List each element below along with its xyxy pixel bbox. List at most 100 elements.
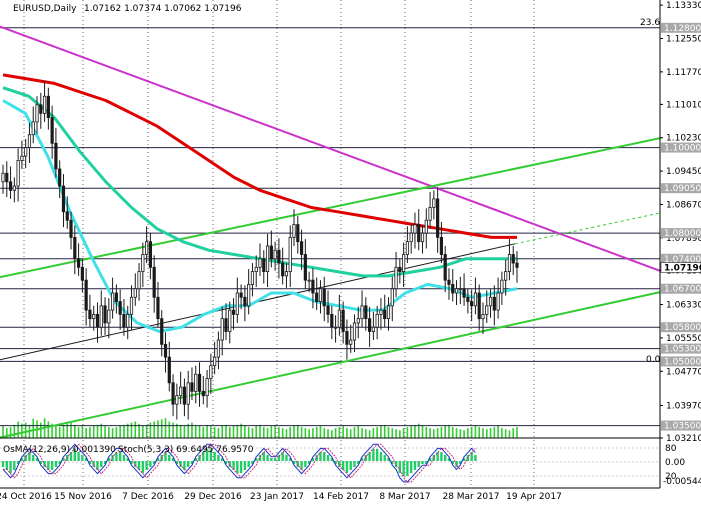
stoch-level-label: 20 bbox=[665, 472, 677, 482]
candle-body bbox=[228, 309, 232, 332]
candle-body bbox=[420, 232, 425, 243]
candle-body bbox=[288, 236, 292, 273]
candle-body bbox=[111, 292, 115, 311]
candle-body bbox=[458, 288, 462, 291]
osma-label: OsMA(12,26,9) 0.001390 bbox=[3, 445, 116, 455]
price-tick-label: 1.07890 bbox=[666, 234, 701, 244]
level-tag bbox=[661, 343, 701, 354]
candle-body bbox=[175, 395, 179, 405]
candle-body bbox=[269, 245, 273, 260]
candle-body bbox=[281, 262, 285, 277]
candle-body bbox=[42, 95, 47, 114]
candle-body bbox=[8, 181, 13, 191]
candle-body bbox=[405, 241, 409, 255]
candle-body bbox=[197, 373, 202, 392]
oscillator-subwindow: 80 0.00 20-0.00544 bbox=[0, 443, 701, 487]
candle-body bbox=[160, 318, 164, 345]
level-tag-label: 1.05300 bbox=[664, 345, 701, 355]
candle-body bbox=[432, 198, 436, 208]
candle-body bbox=[470, 301, 474, 307]
candle-body bbox=[156, 296, 160, 320]
candle-body bbox=[337, 309, 341, 328]
level-tag bbox=[661, 283, 701, 294]
candle-body bbox=[141, 254, 145, 273]
price-tick-label: 1.09450 bbox=[666, 167, 701, 177]
stoch-signal-line bbox=[3, 443, 476, 483]
candle-body bbox=[315, 292, 319, 302]
candle-body bbox=[99, 305, 103, 328]
channel-upper-line bbox=[0, 137, 661, 279]
candle-body bbox=[443, 254, 447, 281]
candle-body bbox=[76, 258, 81, 268]
candle-body bbox=[504, 271, 508, 281]
candle-body bbox=[39, 104, 43, 114]
candle-body bbox=[247, 284, 251, 307]
date-label: 24 Oct 2016 bbox=[0, 492, 52, 502]
candle-body bbox=[220, 318, 224, 341]
candle-body bbox=[80, 266, 84, 281]
candle-body bbox=[20, 155, 24, 161]
candle-body bbox=[73, 236, 77, 260]
candle-body bbox=[122, 313, 126, 328]
date-label: 29 Dec 2016 bbox=[184, 492, 242, 502]
price-tick-label: 1.03210 bbox=[666, 434, 701, 444]
candle-body bbox=[394, 266, 398, 290]
candle-body bbox=[292, 224, 296, 238]
price-tick-label: 1.11010 bbox=[666, 100, 701, 110]
date-label: 8 Mar 2017 bbox=[379, 492, 430, 502]
candle-body bbox=[439, 236, 444, 255]
candlestick-series bbox=[1, 80, 519, 420]
candle-body bbox=[182, 386, 187, 405]
candle-body bbox=[492, 296, 496, 311]
price-tick-label: 1.04770 bbox=[666, 367, 701, 377]
candle-body bbox=[349, 339, 353, 345]
candle-body bbox=[65, 211, 69, 221]
level-tag-label: 1.10000 bbox=[664, 144, 701, 154]
candle-body bbox=[375, 313, 379, 328]
candle-body bbox=[216, 339, 221, 358]
level-tag-label: 1.05000 bbox=[664, 357, 701, 367]
candle-body bbox=[360, 305, 364, 320]
candle-body bbox=[148, 241, 152, 268]
candle-body bbox=[186, 382, 190, 405]
candle-body bbox=[250, 271, 255, 285]
candle-body bbox=[398, 266, 402, 273]
candle-body bbox=[103, 305, 107, 324]
candle-body bbox=[451, 284, 455, 294]
candle-body bbox=[379, 309, 383, 315]
fib-label-top: 23.6 bbox=[640, 18, 660, 28]
candle-body bbox=[428, 207, 432, 221]
candle-body bbox=[417, 224, 421, 243]
candle-body bbox=[209, 365, 213, 379]
candle-body bbox=[61, 185, 66, 213]
level-tag-label: 1.12800 bbox=[664, 24, 701, 34]
candle-body bbox=[424, 219, 428, 234]
candle-body bbox=[481, 313, 485, 320]
candle-body bbox=[137, 271, 141, 290]
date-label: 19 Apr 2017 bbox=[506, 492, 562, 502]
candle-body bbox=[133, 288, 137, 298]
level-tag-label: 1.08000 bbox=[664, 229, 701, 239]
candle-body bbox=[500, 279, 504, 294]
candle-body bbox=[454, 288, 459, 294]
candle-body bbox=[466, 296, 470, 302]
candle-body bbox=[24, 147, 28, 157]
level-tag-label: 1.07400 bbox=[664, 255, 701, 265]
stoch-level-label: 0.00 bbox=[665, 458, 685, 468]
candle-body bbox=[436, 198, 440, 238]
candle-body bbox=[390, 288, 394, 307]
candle-body bbox=[27, 134, 32, 148]
stoch-level-label: 80 bbox=[665, 444, 677, 454]
candle-body bbox=[477, 292, 481, 320]
candle-body bbox=[224, 318, 228, 332]
ema50-line bbox=[2, 99, 518, 333]
candle-body bbox=[386, 305, 391, 320]
candle-body bbox=[507, 254, 512, 273]
date-label: 23 Jan 2017 bbox=[250, 492, 304, 502]
candle-body bbox=[35, 104, 39, 123]
candle-body bbox=[496, 292, 500, 311]
candle-body bbox=[488, 296, 493, 307]
candle-body bbox=[201, 390, 205, 397]
